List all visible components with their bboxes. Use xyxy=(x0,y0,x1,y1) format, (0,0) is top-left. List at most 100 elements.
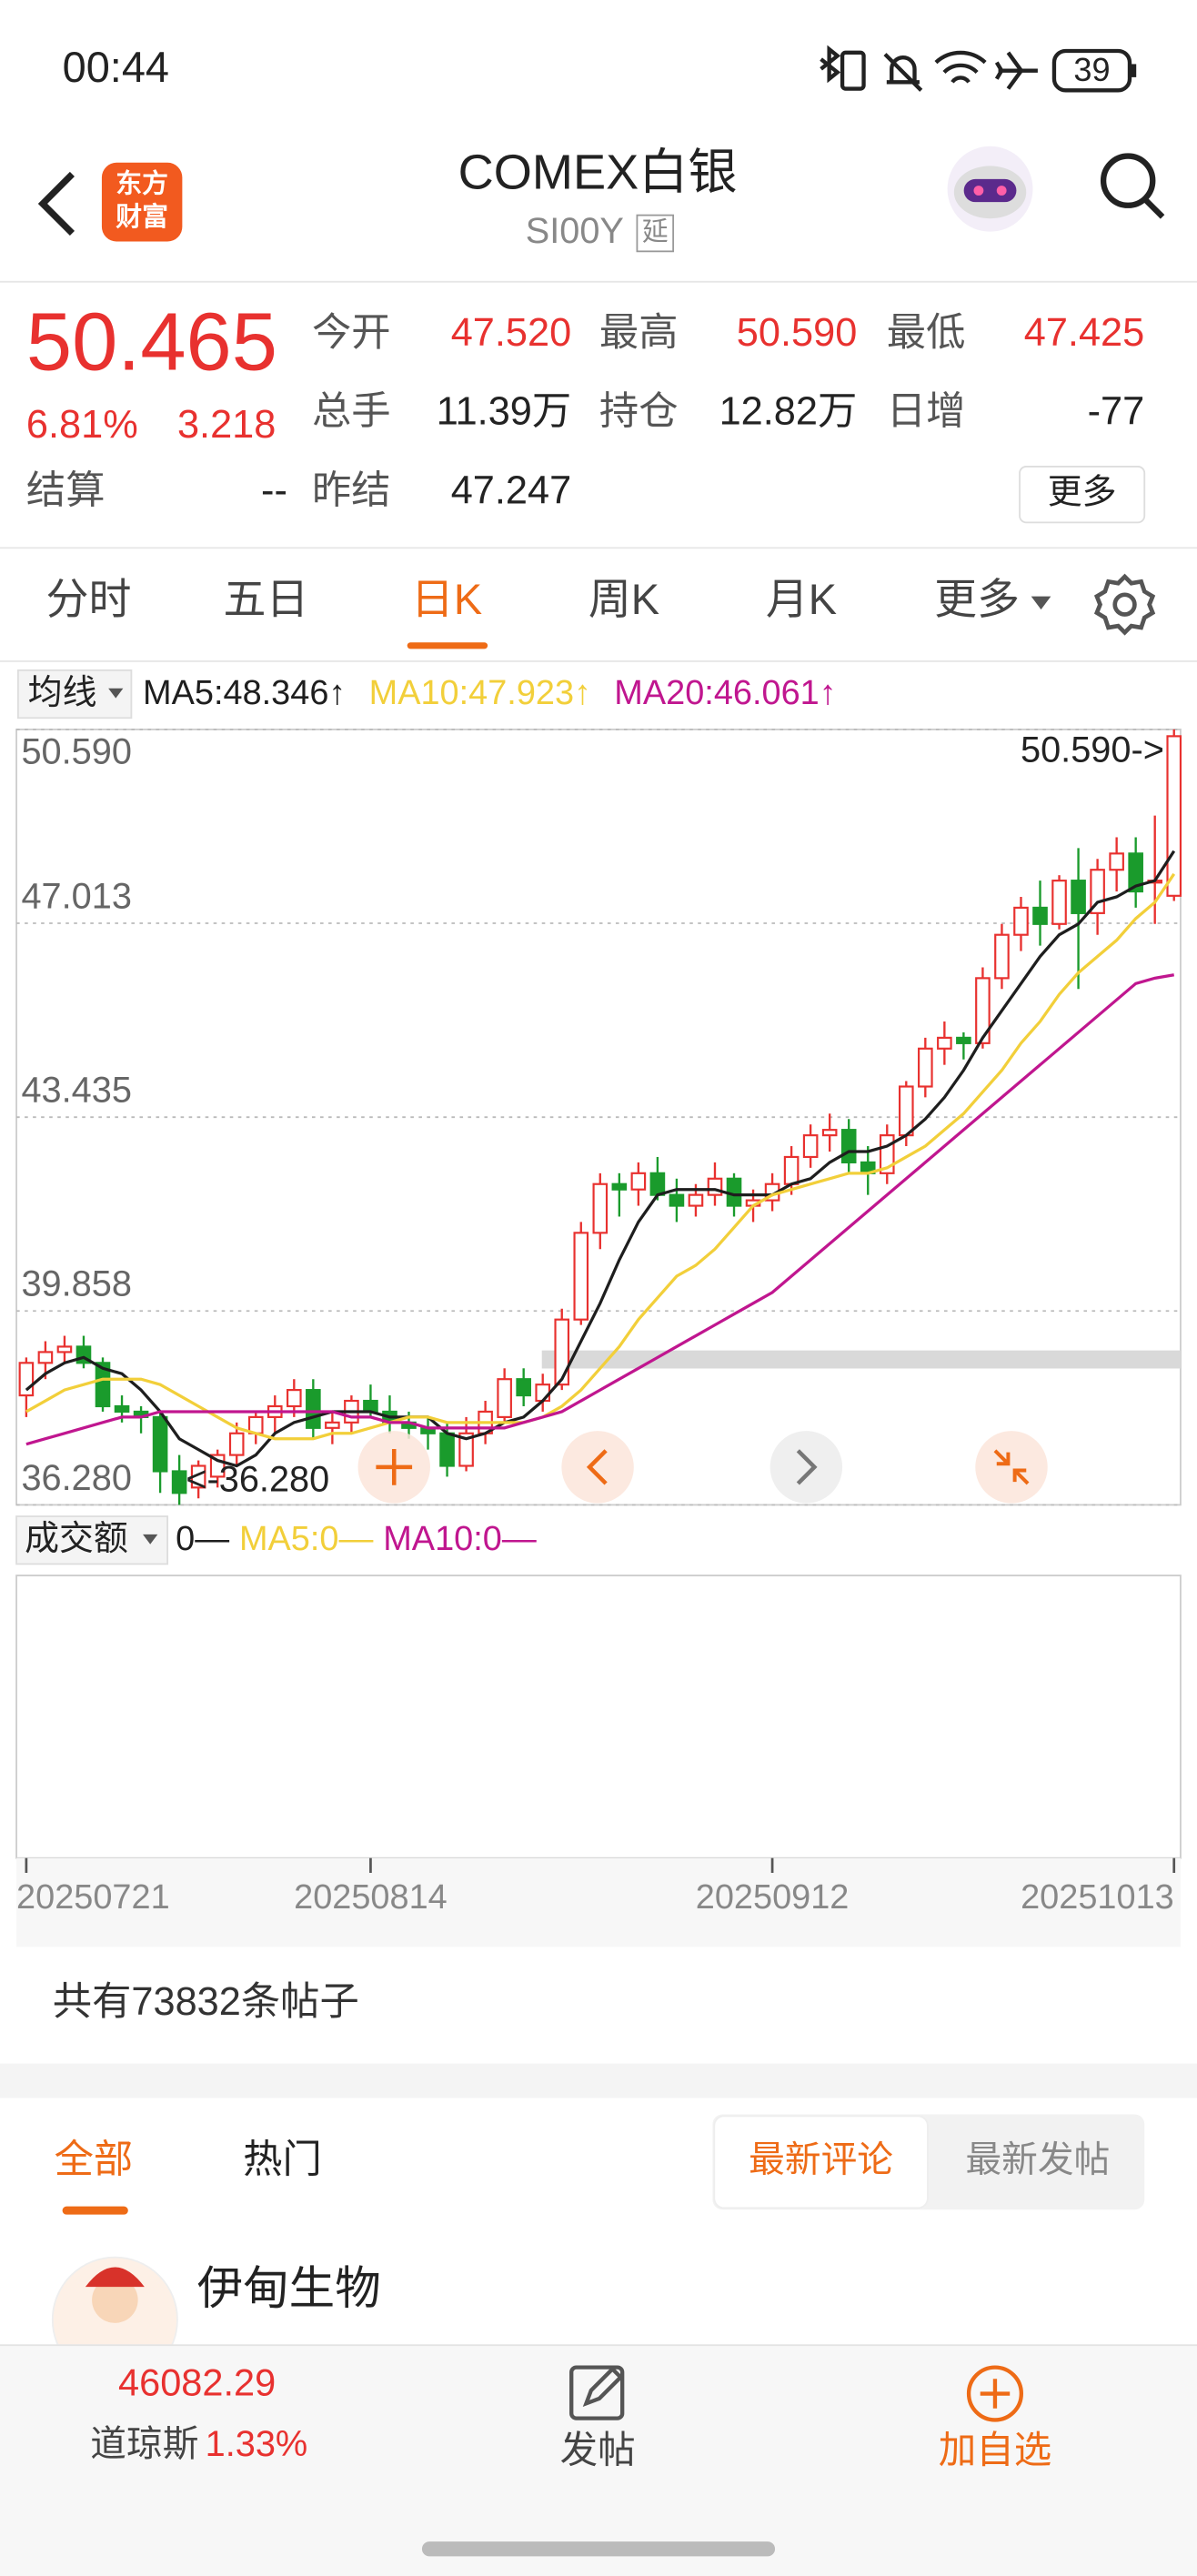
legend-entry: MA20:46.061↑ xyxy=(614,674,836,712)
bottom-bar-border xyxy=(0,2344,1197,2347)
scroll-left-icon xyxy=(586,1449,608,1485)
candle-body xyxy=(1166,735,1182,897)
period-tab[interactable]: 五日 xyxy=(224,576,309,623)
ma-legend: MA5:48.346↑ MA10:47.923↑ MA20:46.061↑ xyxy=(143,674,837,712)
robot-eye xyxy=(973,186,984,196)
back-button[interactable] xyxy=(37,171,75,236)
index-change[interactable]: 1.33% xyxy=(206,2424,308,2464)
scroll-right-button[interactable] xyxy=(770,1431,843,1504)
period-tab[interactable]: 分时 xyxy=(46,576,132,623)
indicator-menu-box[interactable] xyxy=(16,669,133,719)
period-tab[interactable]: 周K xyxy=(588,576,659,623)
chart-controls xyxy=(357,1431,1048,1504)
post-tab[interactable]: 热门 xyxy=(243,2138,322,2181)
candle-body xyxy=(630,1172,647,1191)
sort-option-text[interactable]: 最新发帖 xyxy=(965,2139,1110,2179)
y-tick-label: 39.858 xyxy=(21,1264,131,1304)
divider xyxy=(0,660,1197,662)
candle-body xyxy=(840,1129,857,1163)
period-tab[interactable]: 更多 xyxy=(934,576,1020,623)
scroll-left-button[interactable] xyxy=(561,1431,634,1504)
mute-icon xyxy=(883,53,923,92)
dropdown-arrow xyxy=(143,1534,158,1545)
battery-tip xyxy=(1131,64,1137,77)
y-tick-label: 47.013 xyxy=(21,876,131,916)
candle-body xyxy=(325,1421,340,1429)
watch-button[interactable]: 加自选 xyxy=(939,2429,1052,2471)
more-button-text[interactable]: 更多 xyxy=(1048,474,1117,512)
field-value: 50.590 xyxy=(737,311,857,355)
legend-entry: MA5:48.346↑ xyxy=(143,674,346,712)
ma-line xyxy=(25,973,1175,1446)
app-logo[interactable] xyxy=(101,162,183,242)
battery-icon xyxy=(1051,48,1132,93)
post-count: 共有73832条帖子 xyxy=(53,1980,359,2024)
field-label: 日增 xyxy=(887,390,966,434)
period-tab[interactable]: 月K xyxy=(766,576,837,623)
field-value: -77 xyxy=(1088,390,1145,434)
avatar-hat xyxy=(85,2267,145,2288)
post-icon-pen xyxy=(582,2366,624,2408)
legend-entry: MA10:47.923↑ xyxy=(369,674,591,712)
candle-body xyxy=(56,1345,73,1353)
logo-text: 财富 xyxy=(116,202,168,232)
status-icons xyxy=(820,45,1137,93)
candle-body xyxy=(439,1432,455,1467)
airplane-icon xyxy=(994,51,1038,90)
post-icon[interactable] xyxy=(569,2365,625,2420)
y-tick-label: 36.280 xyxy=(21,1458,131,1498)
candle-body xyxy=(707,1177,723,1196)
candle-body xyxy=(535,1384,551,1403)
post-button[interactable]: 发帖 xyxy=(560,2429,636,2471)
sort-option-active[interactable] xyxy=(713,2115,929,2209)
volume-legend: 0— MA5:0— MA10:0— xyxy=(176,1520,537,1558)
volume-frame xyxy=(15,1575,1182,1859)
candle-body xyxy=(95,1362,111,1408)
search-button[interactable] xyxy=(1100,153,1165,219)
bluetooth-icon xyxy=(820,45,841,84)
zoom-out-button[interactable] xyxy=(975,1431,1048,1504)
more-button[interactable] xyxy=(1019,466,1146,524)
volume-legend-entry: MA10:0— xyxy=(383,1520,537,1558)
index-name[interactable]: 道琼斯 xyxy=(90,2424,198,2464)
candle-body xyxy=(18,1362,35,1397)
vibrate-icon xyxy=(840,50,866,91)
search-lens xyxy=(1100,153,1156,208)
kline-chart: 50.590 47.013 43.435 39.858 36.280 50.590-> <-… xyxy=(16,729,1182,1506)
clock: 00:44 xyxy=(63,44,169,91)
period-tab-active[interactable]: 日K xyxy=(411,576,482,623)
index-value[interactable]: 46082.29 xyxy=(118,2360,276,2403)
settings-button[interactable] xyxy=(1093,573,1156,636)
field-value: 47.247 xyxy=(451,468,571,512)
post-tab-active[interactable]: 全部 xyxy=(55,2138,134,2181)
candle-body xyxy=(592,1182,609,1234)
watch-icon[interactable] xyxy=(966,2365,1024,2422)
home-indicator xyxy=(421,2541,776,2557)
x-tick-label: 20250814 xyxy=(294,1878,448,1917)
gear-center xyxy=(1112,592,1137,617)
sort-option-text[interactable]: 最新评论 xyxy=(749,2139,893,2179)
indicator-menu[interactable]: 均线 xyxy=(28,674,97,712)
volume-menu-box[interactable] xyxy=(15,1515,169,1565)
field-value: -- xyxy=(261,468,287,512)
candle-body xyxy=(306,1389,321,1429)
candle-body xyxy=(802,1134,819,1159)
candle-body xyxy=(516,1378,531,1397)
field-label: 昨结 xyxy=(312,468,391,512)
candle-body xyxy=(190,1464,206,1489)
user-name[interactable]: 伊甸生物 xyxy=(197,2262,381,2314)
page-title: COMEX白银 xyxy=(458,146,738,200)
max-annotation: 50.590-> xyxy=(1021,730,1164,770)
field-label: 今开 xyxy=(312,311,391,355)
avatar-face xyxy=(92,2277,138,2323)
ma-line xyxy=(25,850,1176,1468)
divider xyxy=(0,280,1197,283)
candle-body xyxy=(1051,880,1067,925)
candle-body xyxy=(821,1129,838,1137)
date-axis: 20250721 20250814 20250912 20251013 xyxy=(16,1857,1176,1917)
candle-body xyxy=(554,1318,570,1386)
contract-code: SI00Y xyxy=(526,211,624,251)
volume-menu[interactable]: 成交额 xyxy=(25,1520,128,1558)
assistant-avatar[interactable] xyxy=(947,146,1033,232)
